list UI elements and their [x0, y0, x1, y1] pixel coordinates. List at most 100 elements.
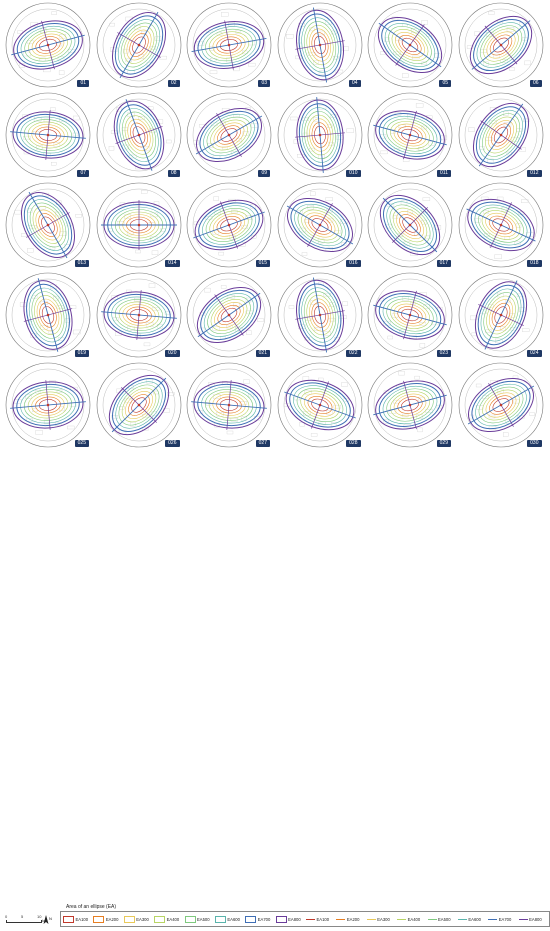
panel-023: 023	[365, 270, 453, 358]
ellipse-map-020	[96, 272, 181, 358]
center-point	[499, 43, 502, 47]
legend-swatch	[63, 915, 74, 923]
legend-swatch	[457, 918, 467, 920]
panel-label: 018	[527, 260, 542, 267]
panel-label: 017	[436, 260, 451, 267]
scale-bar-line	[6, 920, 42, 923]
center-point	[227, 133, 231, 137]
legend-label: EA100	[316, 916, 330, 922]
ellipse-map-018	[458, 182, 543, 268]
panel-016: 016	[275, 180, 363, 268]
legend-swatch	[366, 918, 376, 920]
panel-015: 015	[184, 180, 272, 268]
panel-grid: 01 02 03 04 05 06 07 08 09 010 011 012 013 014 015 016 0…	[0, 0, 550, 452]
panel-label: 05	[439, 80, 451, 87]
ellipse-map-09	[186, 92, 272, 178]
panel-label: 029	[436, 440, 451, 447]
center-point	[499, 403, 502, 407]
panel-04: 04	[275, 0, 363, 88]
panel-020: 020	[94, 270, 182, 358]
legend-item-line-ea300: EA300	[366, 915, 390, 923]
center-point	[408, 133, 412, 137]
legend-label: EA200	[105, 916, 119, 922]
center-point	[318, 133, 321, 137]
legend-label: EA800	[529, 916, 542, 922]
ellipse-map-01	[5, 2, 91, 88]
panel-022: 022	[275, 270, 363, 358]
legend-swatch	[93, 915, 105, 923]
ellipse-map-02	[96, 2, 181, 88]
center-point	[137, 313, 140, 317]
legend-swatch	[518, 918, 528, 920]
center-point	[137, 223, 140, 227]
center-point	[137, 133, 140, 137]
legend-item-box-ea800: EA800	[275, 915, 301, 923]
ellipse-map-017	[367, 182, 453, 268]
legend-swatch	[397, 918, 407, 920]
legend-label: EA100	[75, 916, 89, 922]
figure-footer: 0 5 10 km N Area of an ellipse (EA) EA10…	[0, 452, 550, 927]
ellipse-map-025	[5, 362, 91, 448]
panel-label: 03	[258, 80, 270, 87]
legend-swatch	[336, 918, 346, 920]
center-point	[408, 43, 412, 47]
center-point	[318, 403, 321, 407]
legend-swatch	[245, 915, 257, 923]
legend-label: EA200	[346, 916, 360, 922]
legend-item-line-ea700: EA700	[488, 915, 511, 923]
center-point	[46, 313, 50, 317]
center-point	[499, 313, 502, 317]
center-point	[318, 223, 321, 227]
ellipse-map-029	[367, 362, 453, 448]
ellipse-map-028	[277, 362, 362, 448]
center-point	[408, 403, 412, 407]
legend: EA100 EA200 EA300 EA400 EA500 EA600 EA700 EA800…	[60, 911, 550, 927]
center-point	[227, 403, 231, 407]
center-point	[499, 133, 502, 137]
panel-05: 05	[365, 0, 453, 88]
legend-label: EA500	[438, 916, 451, 922]
panel-010: 010	[275, 90, 363, 178]
ellipse-map-015	[186, 182, 272, 268]
panel-label: 020	[165, 350, 180, 357]
panel-018: 018	[456, 180, 544, 268]
center-point	[408, 223, 412, 227]
legend-label: EA600	[468, 916, 481, 922]
center-point	[46, 43, 50, 47]
ellipse-map-022	[277, 272, 362, 358]
center-point	[46, 133, 50, 137]
center-point	[318, 313, 321, 317]
legend-label: EA400	[407, 916, 421, 922]
panel-label: 022	[346, 350, 361, 357]
legend-swatch	[154, 915, 166, 923]
legend-item-line-ea100: EA100	[306, 915, 329, 923]
panel-011: 011	[365, 90, 453, 178]
center-point	[46, 403, 50, 407]
legend-label: EA600	[227, 916, 240, 922]
panel-label: 014	[165, 260, 180, 267]
panel-014: 014	[94, 180, 182, 268]
panel-label: 010	[346, 170, 361, 177]
legend-swatch	[123, 915, 135, 923]
legend-label: EA700	[257, 916, 271, 922]
legend-swatch	[214, 915, 226, 923]
legend-swatch	[306, 918, 315, 920]
panel-label: 021	[255, 350, 270, 357]
center-point	[408, 313, 412, 317]
panel-026: 026	[94, 360, 182, 448]
legend-title: Area of an ellipse (EA)	[66, 904, 117, 910]
ellipse-map-024	[458, 272, 543, 358]
ellipse-map-011	[367, 92, 453, 178]
legend-label: EA400	[166, 916, 180, 922]
panel-025: 025	[3, 360, 91, 448]
ellipse-map-03	[186, 2, 272, 88]
ellipse-map-07	[5, 92, 91, 178]
ellipse-map-08	[96, 92, 181, 178]
panel-021: 021	[184, 270, 272, 358]
panel-02: 02	[94, 0, 182, 88]
legend-label: EA700	[498, 916, 512, 922]
legend-label: EA800	[288, 916, 301, 922]
legend-item-box-ea300: EA300	[123, 915, 149, 923]
panel-label: 09	[258, 170, 270, 177]
panel-label: 04	[348, 80, 361, 87]
